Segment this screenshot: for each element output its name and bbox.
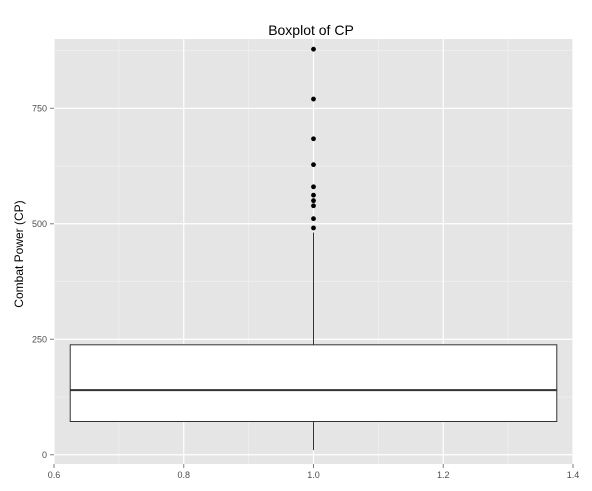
y-tick-label: 500 — [32, 219, 47, 229]
x-tick-label: 0.6 — [48, 470, 61, 480]
outlier-point — [311, 184, 316, 189]
y-tick-label: 250 — [32, 334, 47, 344]
y-tick-label: 0 — [42, 450, 47, 460]
outlier-point — [311, 136, 316, 141]
outlier-point — [311, 226, 316, 231]
outlier-point — [311, 47, 316, 52]
x-tick-label: 1.4 — [567, 470, 580, 480]
x-tick-label: 0.8 — [177, 470, 190, 480]
x-tick-label: 1.2 — [437, 470, 450, 480]
y-tick-labels: 0 250 500 750 — [32, 103, 47, 459]
outlier-point — [311, 162, 316, 167]
iqr-box — [70, 345, 557, 422]
outlier-point — [311, 216, 316, 221]
outlier-point — [311, 97, 316, 102]
x-tick-label: 1.0 — [307, 470, 320, 480]
outlier-point — [311, 198, 316, 203]
y-tick-label: 750 — [32, 103, 47, 113]
y-axis-label: Combat Power (CP) — [12, 200, 26, 307]
x-tick-labels: 0.6 0.8 1.0 1.2 1.4 — [48, 470, 580, 480]
outlier-point — [311, 193, 316, 198]
chart-title: Boxplot of CP — [268, 22, 354, 38]
outlier-point — [311, 203, 316, 208]
